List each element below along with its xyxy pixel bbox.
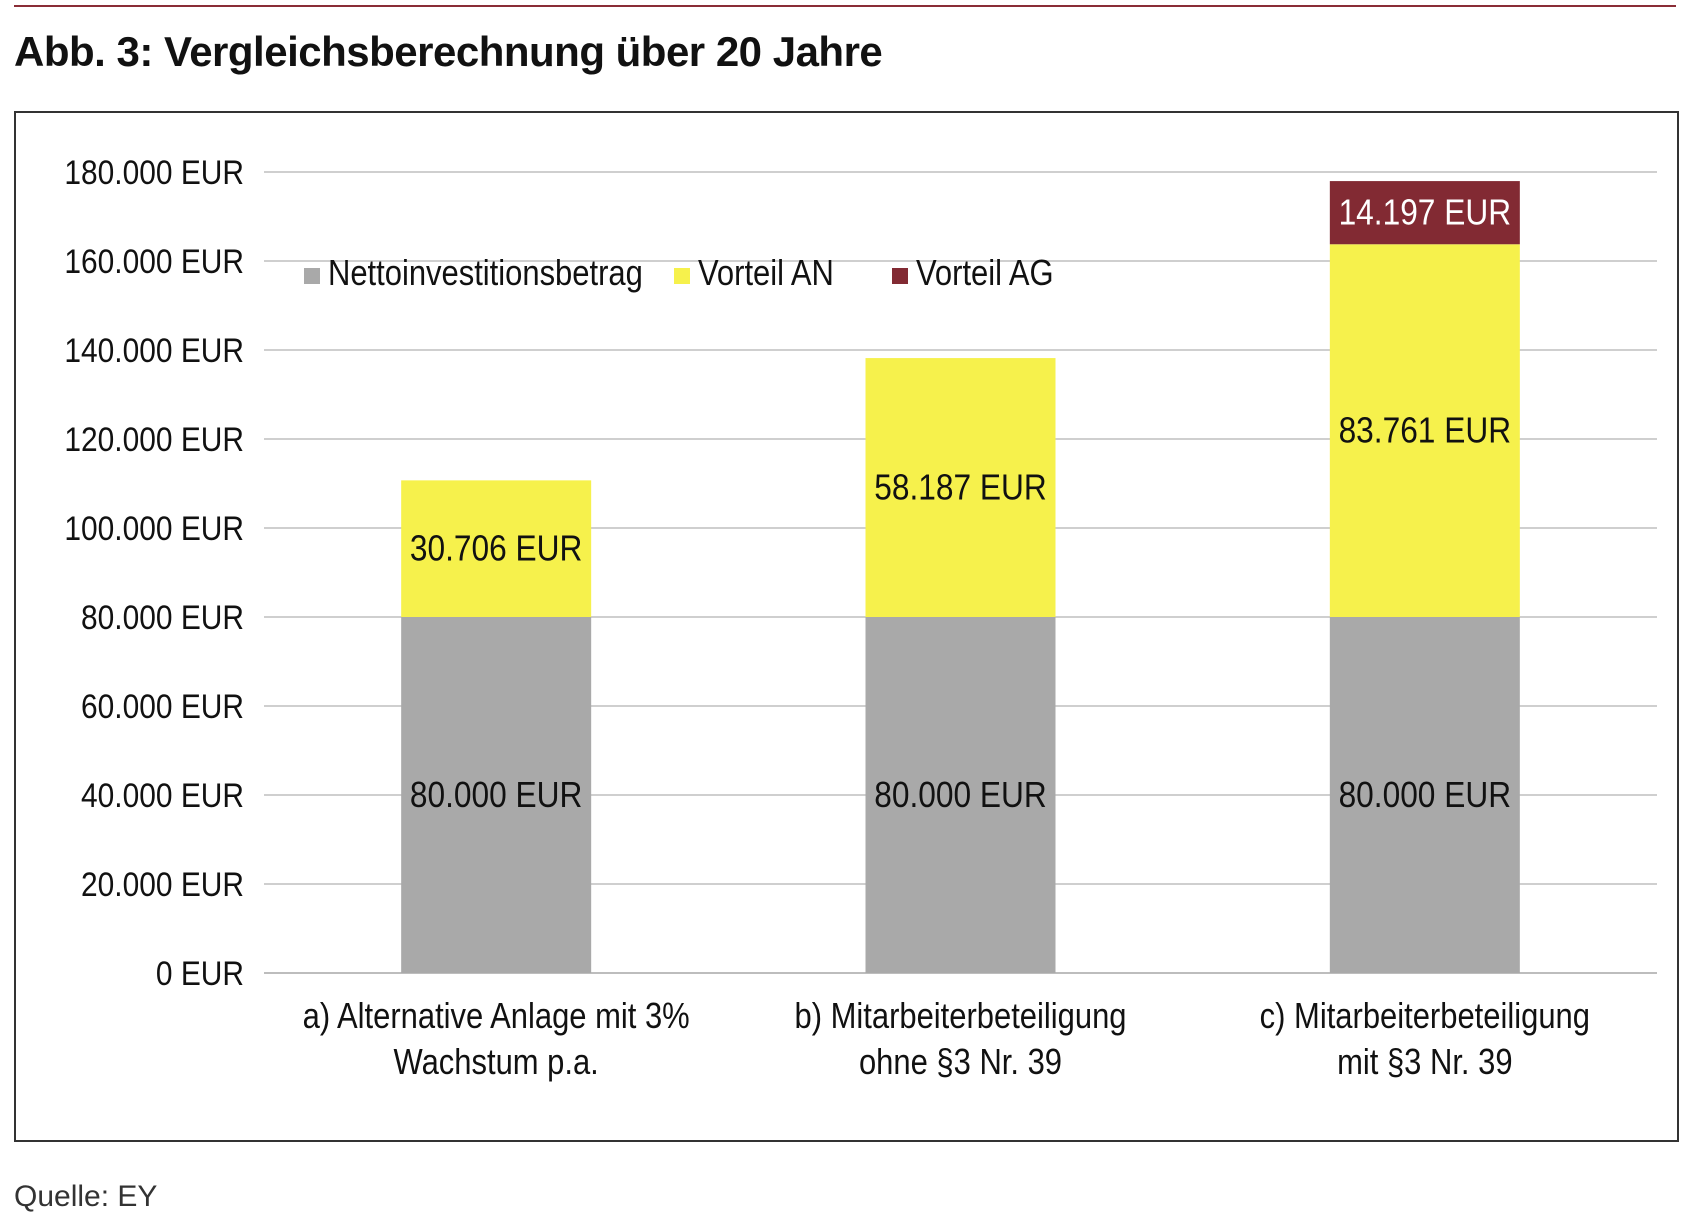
stacked-bar-chart: 0 EUR 20.000 EUR 40.000 EUR 60.000 EUR 80.00… <box>64 153 1657 1083</box>
bars <box>401 181 1520 973</box>
y-tick-label: 20.000 EUR <box>81 865 244 903</box>
bar-segment <box>1329 244 1520 617</box>
bar-segment <box>401 480 592 617</box>
y-tick-label: 120.000 EUR <box>64 420 244 458</box>
y-tick-label: 0 EUR <box>156 954 244 992</box>
y-tick-label: 100.000 EUR <box>64 509 244 547</box>
bar-segment <box>1329 617 1520 973</box>
figure-title: Abb. 3: Vergleichsberechnung über 20 Jah… <box>14 28 883 75</box>
legend-swatch <box>674 268 690 284</box>
x-category-label: Wachstum p.a. <box>394 1043 599 1083</box>
y-tick-label: 80.000 EUR <box>81 598 244 636</box>
data-label: 58.187 EUR <box>874 468 1047 508</box>
chart-frame: 0 EUR 20.000 EUR 40.000 EUR 60.000 EUR 80.00… <box>14 111 1679 1142</box>
source-note: Quelle: EY <box>14 1180 158 1213</box>
x-category-label: mit §3 Nr. 39 <box>1337 1043 1512 1083</box>
data-label: 80.000 EUR <box>874 775 1047 815</box>
data-labels: 80.000 EUR 30.706 EUR 80.000 EUR 58.187 EUR… <box>410 193 1511 816</box>
bar-segment <box>865 358 1056 617</box>
y-tick-label: 160.000 EUR <box>64 242 244 280</box>
y-tick-label: 40.000 EUR <box>81 776 244 814</box>
x-category-label: a) Alternative Anlage mit 3% <box>303 997 690 1037</box>
y-tick-label: 60.000 EUR <box>81 687 244 725</box>
y-tick-label: 140.000 EUR <box>64 331 244 369</box>
top-rule <box>14 5 1676 7</box>
bar-segment <box>865 617 1056 973</box>
legend-swatch <box>304 268 320 284</box>
x-category-label: ohne §3 Nr. 39 <box>859 1043 1062 1083</box>
x-category-label: c) Mitarbeiterbeteiligung <box>1260 997 1590 1037</box>
data-label: 30.706 EUR <box>410 529 583 569</box>
x-category-label: b) Mitarbeiterbeteiligung <box>794 997 1126 1037</box>
data-label: 80.000 EUR <box>1339 775 1512 815</box>
data-label: 80.000 EUR <box>410 775 583 815</box>
y-tick-label: 180.000 EUR <box>64 153 244 191</box>
legend-label: Vorteil AN <box>698 254 834 294</box>
legend-label: Vorteil AG <box>916 254 1054 294</box>
x-axis-categories: a) Alternative Anlage mit 3% Wachstum p.a… <box>303 997 1590 1083</box>
data-label: 83.761 EUR <box>1339 411 1512 451</box>
data-label: 14.197 EUR <box>1339 193 1512 233</box>
bar-segment <box>401 617 592 973</box>
legend-swatch <box>892 268 908 284</box>
legend-label: Nettoinvestitionsbetrag <box>328 254 643 294</box>
y-axis-ticks: 0 EUR 20.000 EUR 40.000 EUR 60.000 EUR 80.00… <box>64 153 244 992</box>
legend: Nettoinvestitionsbetrag Vorteil AN Vorteil… <box>304 254 1054 294</box>
bar-segment <box>1329 181 1520 245</box>
